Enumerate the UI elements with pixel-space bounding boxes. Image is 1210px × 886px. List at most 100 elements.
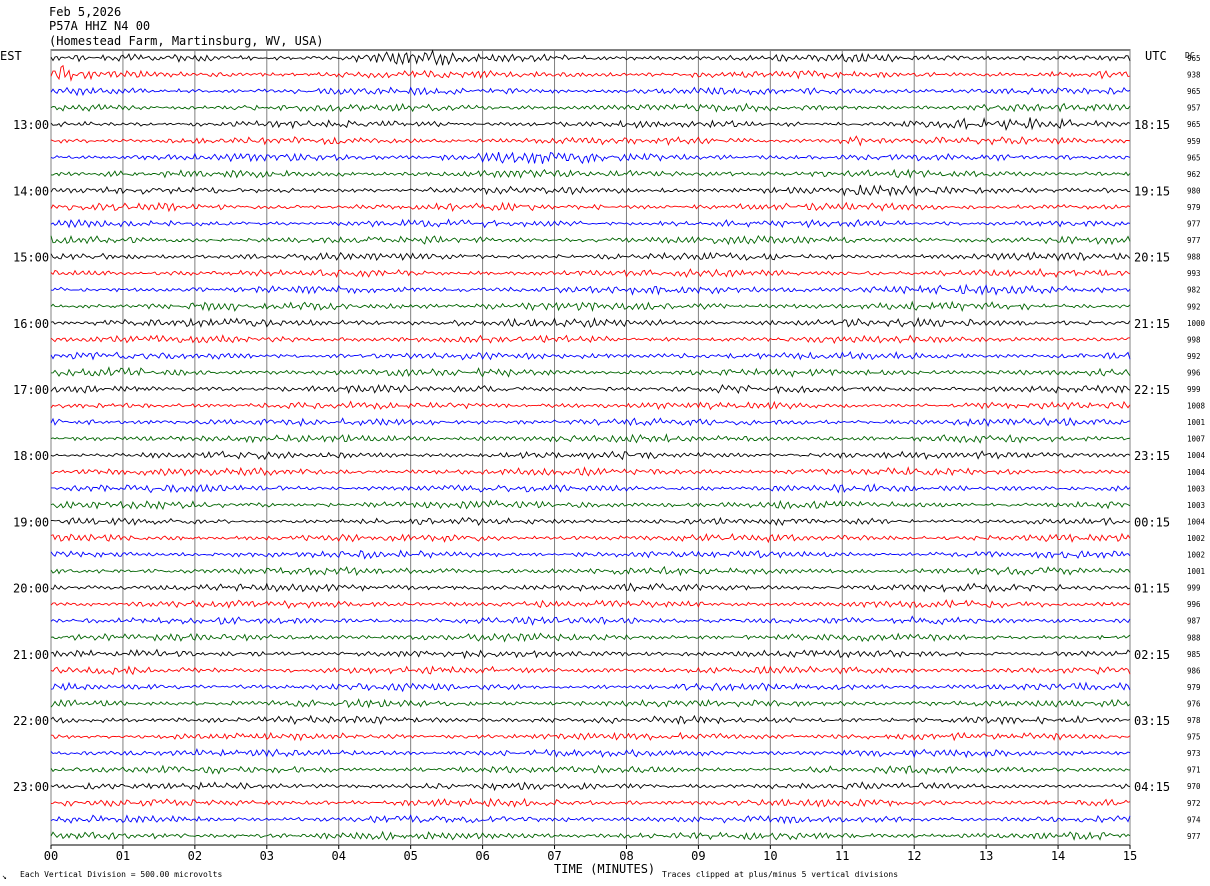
dc-offset-label: 992 bbox=[1187, 352, 1201, 361]
dc-offset-label: 974 bbox=[1187, 815, 1201, 824]
clip-note: Traces clipped at plus/minus 5 vertical … bbox=[662, 870, 899, 879]
seismic-trace bbox=[50, 417, 1131, 428]
seismic-trace bbox=[50, 201, 1131, 213]
dc-offset-label: 1001 bbox=[1187, 567, 1205, 576]
left-hour-label: 21:00 bbox=[13, 648, 49, 662]
seismic-trace bbox=[50, 731, 1131, 742]
left-hour-label: 17:00 bbox=[13, 383, 49, 397]
seismic-trace bbox=[50, 781, 1131, 792]
x-tick-label: 09 bbox=[691, 849, 705, 863]
seismic-trace bbox=[50, 450, 1131, 461]
dc-offset-label: 965 bbox=[1187, 153, 1201, 162]
seismic-trace bbox=[50, 797, 1131, 808]
x-tick-label: 08 bbox=[619, 849, 633, 863]
seismic-trace bbox=[50, 366, 1131, 378]
dc-offset-label: 1000 bbox=[1187, 319, 1206, 328]
seismic-trace bbox=[50, 582, 1131, 593]
dc-offset-label: 975 bbox=[1187, 733, 1201, 742]
dc-offset-label: 979 bbox=[1187, 203, 1201, 212]
seismic-trace bbox=[50, 384, 1131, 395]
dc-offset-label: 988 bbox=[1187, 633, 1201, 642]
seismic-trace bbox=[50, 117, 1131, 131]
seismic-trace bbox=[50, 565, 1131, 577]
seismic-trace bbox=[50, 499, 1131, 510]
dc-offset-label: 993 bbox=[1187, 269, 1201, 278]
dc-offset-label: 973 bbox=[1187, 749, 1201, 758]
seismic-trace bbox=[50, 350, 1131, 361]
right-hour-label: 19:15 bbox=[1134, 184, 1170, 198]
dc-offset-label: 1008 bbox=[1187, 402, 1206, 411]
dc-offset-label: 970 bbox=[1187, 782, 1201, 791]
x-tick-label: 03 bbox=[260, 849, 274, 863]
right-hour-label: 21:15 bbox=[1134, 317, 1170, 331]
right-timezone-label: UTC bbox=[1145, 49, 1167, 63]
seismic-trace bbox=[50, 698, 1131, 709]
seismic-trace bbox=[50, 681, 1131, 693]
seismic-trace bbox=[50, 218, 1131, 229]
dc-offset-label: 971 bbox=[1187, 766, 1201, 775]
right-hour-label: 03:15 bbox=[1134, 714, 1170, 728]
seismic-trace bbox=[50, 400, 1131, 411]
dc-offset-label: 1004 bbox=[1187, 451, 1206, 460]
left-hour-label: 20:00 bbox=[13, 582, 49, 596]
seismic-trace bbox=[50, 433, 1131, 444]
right-hour-label: 18:15 bbox=[1134, 118, 1170, 132]
seismic-trace bbox=[50, 300, 1131, 312]
seismic-trace bbox=[50, 168, 1131, 179]
dc-offset-label: 957 bbox=[1187, 104, 1201, 113]
seismic-trace bbox=[50, 135, 1131, 147]
x-tick-label: 00 bbox=[44, 849, 58, 863]
dc-offset-label: 979 bbox=[1187, 683, 1201, 692]
dc-offset-label: 999 bbox=[1187, 584, 1201, 593]
seismic-trace bbox=[50, 466, 1131, 477]
dc-offset-label: 1004 bbox=[1187, 468, 1206, 477]
dc-offset-label: 978 bbox=[1187, 716, 1201, 725]
dc-offset-label: 1001 bbox=[1187, 418, 1205, 427]
x-tick-label: 12 bbox=[907, 849, 921, 863]
x-tick-label: 13 bbox=[979, 849, 993, 863]
dc-offset-label: 980 bbox=[1187, 186, 1201, 195]
left-hour-label: 16:00 bbox=[13, 317, 49, 331]
seismic-trace bbox=[50, 615, 1131, 626]
dc-offset-label: 985 bbox=[1187, 650, 1201, 659]
dc-offset-label: 986 bbox=[1187, 666, 1201, 675]
seismic-trace bbox=[50, 251, 1131, 262]
dc-offset-label: 976 bbox=[1187, 699, 1201, 708]
seismic-trace bbox=[50, 748, 1131, 759]
station-label: P57A HHZ N4 00 bbox=[49, 19, 151, 33]
seismic-trace bbox=[50, 151, 1131, 165]
seismic-trace bbox=[50, 814, 1131, 825]
x-tick-label: 07 bbox=[547, 849, 561, 863]
seismic-trace bbox=[50, 49, 1131, 66]
plot-frame bbox=[50, 49, 1131, 846]
dc-offset-label: 996 bbox=[1187, 600, 1201, 609]
right-hour-label: 23:15 bbox=[1134, 449, 1170, 463]
left-hour-label: 13:00 bbox=[13, 118, 49, 132]
seismic-trace bbox=[51, 483, 1131, 494]
dc-offset-label: 982 bbox=[1187, 286, 1201, 295]
dc-offset-label: 988 bbox=[1187, 253, 1201, 262]
seismic-trace bbox=[50, 316, 1131, 328]
x-tick-label: 14 bbox=[1051, 849, 1065, 863]
dc-offset-label: 1004 bbox=[1187, 517, 1206, 526]
x-tick-label: 01 bbox=[116, 849, 130, 863]
x-tick-label: 05 bbox=[403, 849, 417, 863]
dc-offset-label: 965 bbox=[1187, 87, 1201, 96]
seismic-trace bbox=[50, 283, 1131, 296]
location-label: (Homestead Farm, Martinsburg, WV, USA) bbox=[49, 34, 324, 48]
left-hour-label: 18:00 bbox=[13, 449, 49, 463]
corner-mark-icon: ↘ bbox=[2, 872, 7, 881]
seismic-trace bbox=[50, 102, 1131, 113]
dc-label: DC bbox=[1185, 51, 1195, 60]
x-tick-label: 15 bbox=[1123, 849, 1137, 863]
dc-offset-label: 992 bbox=[1187, 302, 1201, 311]
x-tick-label: 02 bbox=[188, 849, 202, 863]
seismic-trace bbox=[50, 532, 1131, 544]
dc-offset-label: 959 bbox=[1187, 137, 1201, 146]
right-hour-label: 04:15 bbox=[1134, 780, 1170, 794]
right-hour-label: 22:15 bbox=[1134, 383, 1170, 397]
dc-offset-label: 1002 bbox=[1187, 551, 1205, 560]
seismic-trace bbox=[50, 830, 1131, 841]
seismic-trace bbox=[50, 714, 1131, 726]
